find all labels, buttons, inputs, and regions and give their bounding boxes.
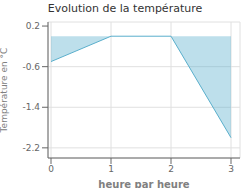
svg-text:0.2: 0.2: [26, 21, 40, 31]
html-text:Evolution de la température: Evolution de la température: [47, 2, 203, 15]
svg-text:-1.4: -1.4: [22, 102, 40, 112]
svg-text:3: 3: [228, 164, 234, 174]
svg-text:1: 1: [108, 164, 114, 174]
svg-text:heure par heure: heure par heure: [98, 179, 189, 188]
svg-text:-0.6: -0.6: [22, 62, 40, 72]
svg-text:-2.2: -2.2: [22, 143, 40, 153]
svg-text:0: 0: [48, 164, 54, 174]
svg-text:Température en °C: Température en °C: [0, 48, 9, 134]
svg-text:2: 2: [168, 164, 174, 174]
